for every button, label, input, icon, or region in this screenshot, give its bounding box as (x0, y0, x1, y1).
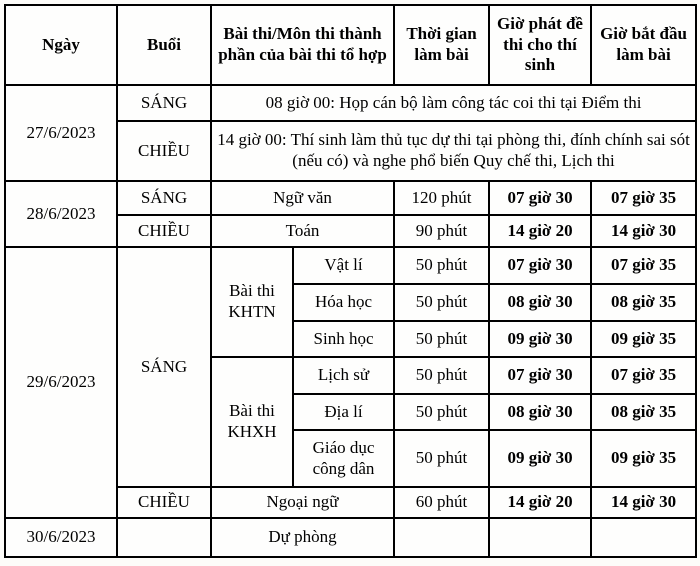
duration-cell: 50 phút (393, 393, 491, 431)
distribute-time-cell: 08 giờ 30 (488, 393, 593, 431)
start-time-cell: 09 giờ 35 (590, 429, 698, 488)
note-cell: 08 giờ 00: Họp cán bộ làm công tác coi t… (209, 84, 698, 122)
subject-cell: Sinh học (291, 320, 396, 358)
start-time-cell (590, 517, 698, 558)
session-cell (116, 517, 212, 558)
subject-cell: Giáo dục công dân (291, 429, 396, 488)
subject-cell: Dự phòng (209, 517, 396, 558)
row-29-khxh-civic-education: Giáo dục công dân 50 phút 09 giờ 30 09 g… (5, 429, 698, 488)
exam-group-cell: Bài thi KHTN (210, 246, 294, 358)
header-session: Buổi (116, 4, 212, 86)
subject-cell: Ngữ văn (209, 180, 396, 216)
date-cell: 30/6/2023 (4, 517, 118, 558)
session-cell: SÁNG (116, 246, 212, 488)
distribute-time-cell: 09 giờ 30 (488, 320, 593, 358)
note-cell: 14 giờ 00: Thí sinh làm thủ tục dự thi t… (209, 120, 698, 182)
duration-cell: 50 phút (393, 283, 491, 322)
subject-cell: Vật lí (291, 246, 396, 285)
distribute-time-cell: 14 giờ 20 (488, 486, 593, 519)
duration-cell: 90 phút (393, 214, 491, 248)
row-29-khtn-chemistry: Hóa học 50 phút 08 giờ 30 08 giờ 35 (5, 283, 698, 322)
duration-cell: 50 phút (393, 429, 491, 488)
row-29-khxh-history: Bài thi KHXH Lịch sử 50 phút 07 giờ 30 0… (5, 356, 698, 488)
duration-cell: 50 phút (393, 320, 491, 358)
start-time-cell: 07 giờ 35 (590, 180, 698, 216)
session-cell: SÁNG (116, 180, 212, 216)
row-30-reserve: 30/6/2023 Dự phòng (4, 517, 698, 558)
session-cell: CHIỀU (116, 486, 212, 519)
start-time-cell: 09 giờ 35 (590, 320, 698, 358)
start-time-cell: 07 giờ 35 (590, 356, 698, 395)
header-row: Ngày Buổi Bài thi/Môn thi thành phần của… (4, 4, 698, 86)
date-cell: 27/6/2023 (4, 84, 118, 182)
start-time-cell: 14 giờ 30 (590, 486, 698, 519)
row-28-afternoon: CHIỀU Toán 90 phút 14 giờ 20 14 giờ 30 (5, 214, 698, 248)
duration-cell: 60 phút (393, 486, 491, 519)
date-cell: 28/6/2023 (4, 180, 118, 248)
duration-cell: 50 phút (393, 246, 491, 285)
row-29-khtn-physics: 29/6/2023 SÁNG Bài thi KHTN Vật lí 50 ph… (4, 246, 698, 519)
distribute-time-cell: 07 giờ 30 (488, 246, 593, 285)
header-date: Ngày (4, 4, 118, 86)
distribute-time-cell: 09 giờ 30 (488, 429, 593, 488)
subject-cell: Toán (209, 214, 396, 248)
session-cell: SÁNG (116, 84, 212, 122)
distribute-time-cell: 07 giờ 30 (488, 356, 593, 395)
header-distribute-time: Giờ phát đề thi cho thí sinh (488, 4, 593, 86)
distribute-time-cell: 14 giờ 20 (488, 214, 593, 248)
row-27-afternoon: CHIỀU 14 giờ 00: Thí sinh làm thủ tục dự… (5, 120, 698, 182)
distribute-time-cell: 07 giờ 30 (488, 180, 593, 216)
row-29-khtn-biology: Sinh học 50 phút 09 giờ 30 09 giờ 35 (5, 320, 698, 358)
distribute-time-cell (488, 517, 593, 558)
start-time-cell: 08 giờ 35 (590, 283, 698, 322)
start-time-cell: 08 giờ 35 (590, 393, 698, 431)
start-time-cell: 07 giờ 35 (590, 246, 698, 285)
duration-cell (393, 517, 491, 558)
duration-cell: 50 phút (393, 356, 491, 395)
header-duration: Thời gian làm bài (393, 4, 491, 86)
start-time-cell: 14 giờ 30 (590, 214, 698, 248)
subject-cell: Ngoại ngữ (209, 486, 396, 519)
header-exam: Bài thi/Môn thi thành phần của bài thi t… (209, 4, 396, 86)
duration-cell: 120 phút (393, 180, 491, 216)
row-28-morning: 28/6/2023 SÁNG Ngữ văn 120 phút 07 giờ 3… (4, 180, 698, 248)
row-29-khxh-geography: Địa lí 50 phút 08 giờ 30 08 giờ 35 (5, 393, 698, 431)
subject-cell: Lịch sử (291, 356, 396, 395)
row-29-afternoon: CHIỀU Ngoại ngữ 60 phút 14 giờ 20 14 giờ… (5, 486, 698, 519)
exam-schedule-table: Ngày Buổi Bài thi/Môn thi thành phần của… (4, 4, 698, 558)
subject-cell: Hóa học (291, 283, 396, 322)
subject-cell: Địa lí (291, 393, 396, 431)
row-27-morning: 27/6/2023 SÁNG 08 giờ 00: Họp cán bộ làm… (4, 84, 698, 182)
header-start-time: Giờ bắt đầu làm bài (590, 4, 698, 86)
session-cell: CHIỀU (116, 214, 212, 248)
date-cell: 29/6/2023 (4, 246, 118, 519)
distribute-time-cell: 08 giờ 30 (488, 283, 593, 322)
exam-group-cell: Bài thi KHXH (210, 356, 294, 488)
session-cell: CHIỀU (116, 120, 212, 182)
